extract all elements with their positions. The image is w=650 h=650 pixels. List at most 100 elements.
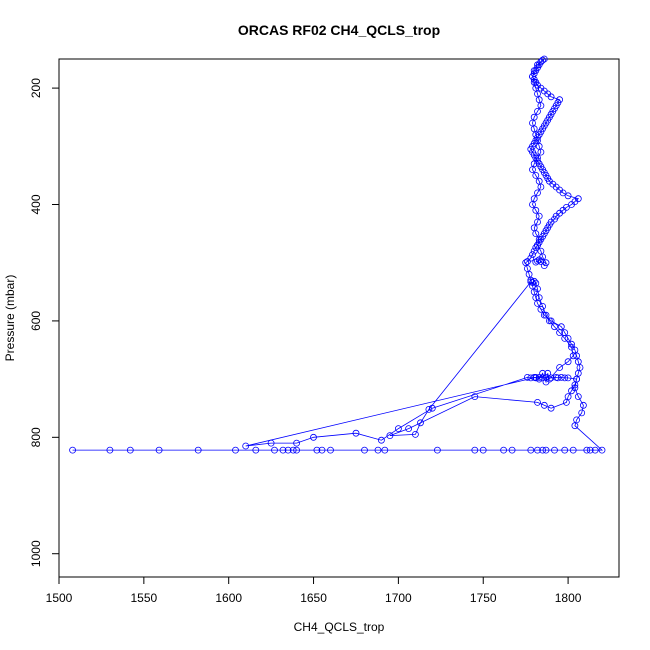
data-point [522, 259, 530, 267]
data-point [313, 446, 321, 454]
data-point [564, 192, 572, 200]
series-line-path [72, 58, 604, 451]
data-point [242, 442, 250, 450]
data-point [532, 230, 540, 238]
data-point [534, 218, 541, 226]
data-point [542, 373, 550, 381]
data-point [568, 387, 575, 395]
x-axis: 1500 1550 1600 1650 1700 1750 1800 [46, 576, 582, 605]
data-point [556, 96, 563, 104]
x-tick-label: 1500 [46, 591, 73, 605]
data-point [571, 346, 579, 354]
x-tick-label: 1750 [470, 591, 497, 605]
data-point [537, 148, 545, 156]
data-point [534, 257, 541, 265]
data-point [598, 446, 606, 454]
data-point [561, 329, 569, 337]
y-tick-label: 1000 [29, 540, 43, 567]
series-points [69, 55, 606, 454]
data-point [532, 258, 540, 266]
data-point [539, 56, 546, 64]
data-point [539, 374, 546, 382]
data-point [529, 251, 536, 259]
data-point [293, 439, 301, 447]
data-point [194, 446, 202, 454]
data-point [564, 358, 572, 366]
data-point [540, 311, 548, 319]
data-point [471, 446, 479, 454]
data-point [569, 446, 577, 454]
data-point [542, 446, 550, 454]
y-axis-label: Pressure (mbar) [3, 275, 17, 362]
x-tick-label: 1550 [130, 591, 157, 605]
data-point [547, 317, 555, 325]
data-point [547, 404, 555, 412]
data-point [284, 446, 292, 454]
data-point [561, 446, 569, 454]
data-point [374, 446, 382, 454]
data-point [479, 446, 487, 454]
data-point [535, 375, 543, 383]
x-axis-label: CH4_QCLS_trop [294, 620, 385, 634]
x-tick-label: 1800 [555, 591, 582, 605]
data-point [279, 446, 287, 454]
data-point [411, 430, 419, 438]
x-tick-label: 1700 [385, 591, 412, 605]
data-point [591, 446, 599, 454]
data-point [500, 446, 508, 454]
data-point [563, 203, 570, 211]
data-point [381, 446, 389, 454]
data-point [557, 373, 565, 381]
data-point [293, 446, 301, 454]
data-point [583, 446, 591, 454]
data-point [232, 446, 239, 454]
data-point [574, 393, 582, 401]
data-point [417, 419, 424, 427]
data-point [552, 373, 560, 381]
data-point [527, 374, 535, 382]
data-point [530, 247, 538, 255]
data-point [534, 108, 541, 115]
data-point [267, 439, 275, 447]
data-point [529, 166, 536, 174]
x-tick-label: 1600 [215, 591, 242, 605]
data-point [534, 241, 541, 249]
data-point [527, 254, 535, 262]
data-point [535, 256, 543, 264]
data-point [534, 189, 541, 197]
data-point [535, 373, 543, 381]
data-point [557, 323, 565, 331]
chart-title: ORCAS RF02 CH4_QCLS_trop [238, 22, 440, 38]
data-point [537, 305, 545, 313]
data-point [573, 416, 580, 424]
y-tick-label: 200 [29, 78, 43, 98]
data-point [556, 364, 563, 371]
data-point [564, 334, 572, 342]
data-point [551, 323, 558, 331]
data-point [126, 446, 134, 454]
data-point [471, 393, 479, 401]
data-point [428, 404, 436, 412]
data-point [586, 446, 594, 454]
data-point [564, 374, 572, 382]
data-point [540, 401, 548, 409]
data-point [289, 446, 297, 454]
y-tick-label: 600 [29, 311, 43, 331]
data-point [394, 425, 402, 433]
data-point [310, 433, 317, 441]
data-point [540, 262, 548, 270]
data-point [546, 375, 553, 383]
data-point [546, 317, 553, 325]
data-point [534, 446, 541, 454]
data-point [561, 374, 569, 382]
data-point [524, 258, 531, 265]
data-point [530, 277, 538, 285]
data-point [377, 436, 385, 444]
data-point [578, 409, 586, 417]
series-line [72, 58, 604, 451]
data-point [539, 369, 546, 377]
data-point [534, 154, 541, 162]
data-point [551, 446, 558, 454]
data-point [527, 278, 535, 286]
